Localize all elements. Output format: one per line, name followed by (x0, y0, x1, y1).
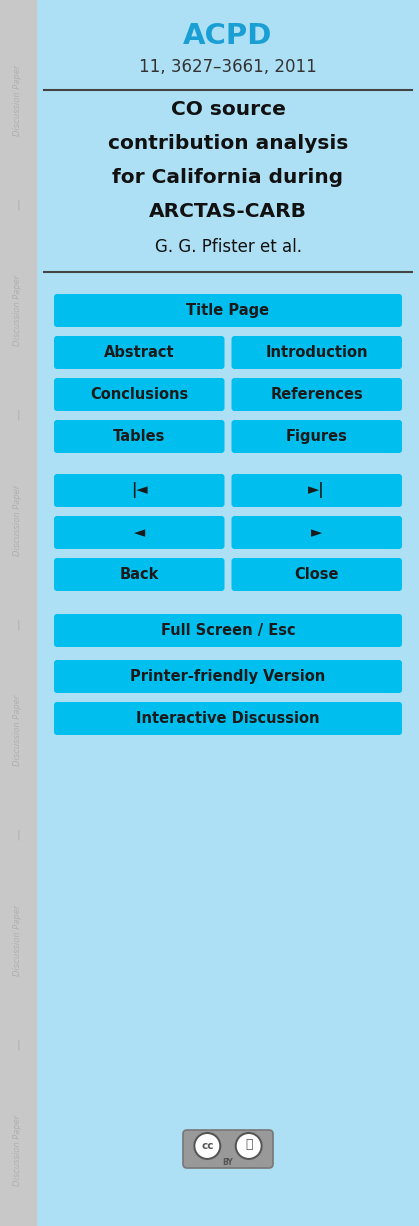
Text: |: | (16, 409, 20, 421)
Circle shape (194, 1133, 220, 1159)
Text: |: | (16, 830, 20, 840)
Text: Figures: Figures (286, 429, 348, 444)
Text: |: | (16, 1040, 20, 1051)
Text: Interactive Discussion: Interactive Discussion (136, 711, 320, 726)
Text: for California during: for California during (112, 168, 344, 188)
Circle shape (236, 1133, 262, 1159)
FancyBboxPatch shape (54, 614, 402, 647)
Text: Full Screen / Esc: Full Screen / Esc (161, 623, 295, 638)
FancyBboxPatch shape (54, 378, 225, 411)
Text: Introduction: Introduction (266, 345, 368, 360)
Text: Discussion Paper: Discussion Paper (13, 1114, 23, 1186)
Text: Discussion Paper: Discussion Paper (13, 275, 23, 346)
Bar (0, 0, 36, 1226)
FancyBboxPatch shape (54, 336, 225, 369)
Text: Discussion Paper: Discussion Paper (13, 694, 23, 766)
FancyBboxPatch shape (232, 474, 402, 508)
Text: CO source: CO source (171, 101, 285, 119)
FancyBboxPatch shape (54, 660, 402, 693)
Text: ARCTAS-CARB: ARCTAS-CARB (149, 202, 307, 221)
FancyBboxPatch shape (232, 421, 402, 452)
Text: 11, 3627–3661, 2011: 11, 3627–3661, 2011 (139, 58, 317, 76)
Text: Conclusions: Conclusions (90, 387, 189, 402)
Text: References: References (270, 387, 363, 402)
Text: Title Page: Title Page (186, 303, 269, 318)
FancyBboxPatch shape (183, 1130, 273, 1168)
Text: ►: ► (311, 525, 322, 539)
Text: ACPD: ACPD (184, 22, 273, 50)
FancyBboxPatch shape (54, 474, 225, 508)
Text: |: | (16, 620, 20, 630)
FancyBboxPatch shape (232, 336, 402, 369)
Text: Printer-friendly Version: Printer-friendly Version (130, 669, 326, 684)
Text: |◄: |◄ (131, 483, 147, 499)
Text: ◄: ◄ (134, 525, 145, 539)
FancyBboxPatch shape (54, 558, 225, 591)
FancyBboxPatch shape (54, 516, 225, 549)
FancyBboxPatch shape (54, 702, 402, 736)
FancyBboxPatch shape (54, 421, 225, 452)
Text: Close: Close (295, 566, 339, 582)
FancyBboxPatch shape (232, 378, 402, 411)
Text: Discussion Paper: Discussion Paper (13, 905, 23, 976)
Text: |: | (16, 200, 20, 210)
Text: G. G. Pfister et al.: G. G. Pfister et al. (155, 238, 302, 256)
FancyBboxPatch shape (232, 558, 402, 591)
Text: Back: Back (119, 566, 159, 582)
FancyBboxPatch shape (54, 294, 402, 327)
Text: Abstract: Abstract (104, 345, 175, 360)
Text: Tables: Tables (113, 429, 166, 444)
Text: ⓘ: ⓘ (245, 1139, 253, 1151)
Text: cc: cc (201, 1141, 214, 1151)
Text: BY: BY (222, 1159, 233, 1167)
Text: ►|: ►| (308, 483, 325, 499)
Text: Discussion Paper: Discussion Paper (13, 64, 23, 136)
Text: contribution analysis: contribution analysis (108, 134, 348, 153)
FancyBboxPatch shape (232, 516, 402, 549)
Text: Discussion Paper: Discussion Paper (13, 484, 23, 555)
